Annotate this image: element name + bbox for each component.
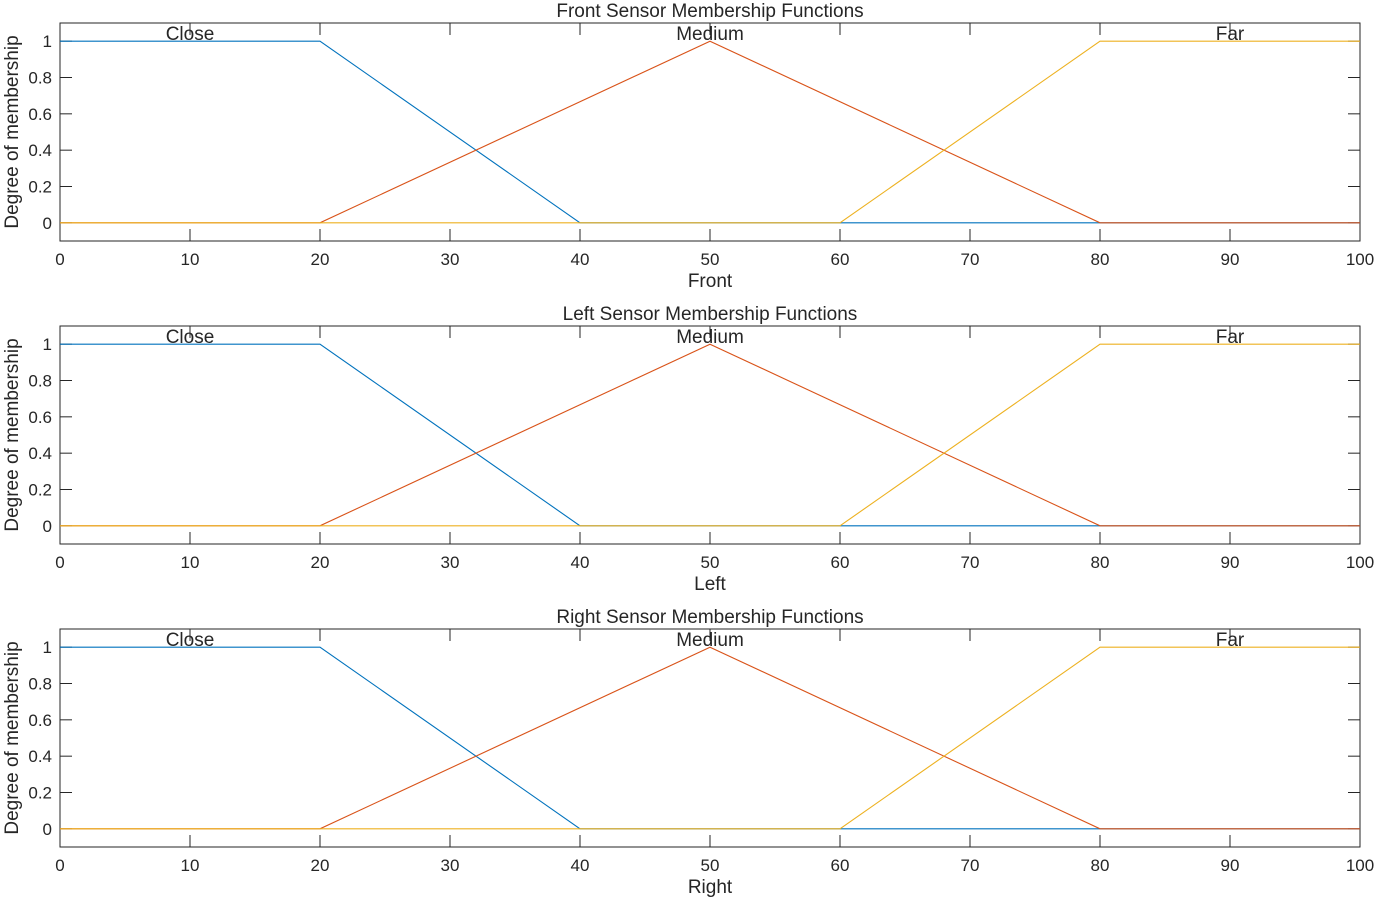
series-medium-line [60,343,1360,527]
y-tick-label: 0.8 [28,69,52,88]
x-tick-label: 70 [961,856,980,875]
x-tick-label: 20 [311,553,330,572]
x-tick-label: 30 [441,856,460,875]
y-tick-label: 0.2 [28,784,52,803]
x-tick-label: 70 [961,250,980,269]
x-tick-label: 50 [701,856,720,875]
x-tick-label: 60 [831,856,850,875]
right-chart-title: Right Sensor Membership Functions [556,607,863,628]
x-tick-label: 100 [1346,856,1374,875]
y-tick-label: 0 [43,214,52,233]
mf-label-close: Close [166,24,215,45]
series-far-line [60,343,1360,527]
x-tick-label: 0 [55,856,64,875]
y-tick-label: 0.6 [28,408,52,427]
left-panel: 0 10 20 30 40 50 60 70 80 90 100 0 0.2 0.4 0.6 0.8 1 Clos… [2,304,1374,595]
y-tick-label: 1 [43,638,52,657]
left-x-axis-label: Left [694,574,726,595]
mf-label-medium: Medium [676,630,744,651]
left-y-axis-label: Degree of membership [2,338,23,531]
front-chart-title: Front Sensor Membership Functions [556,1,863,22]
x-tick-label: 80 [1091,553,1110,572]
series-close-line [60,343,1360,527]
mf-label-medium: Medium [676,24,744,45]
series-far-line [60,40,1360,224]
front-axes-box [59,22,1361,242]
x-tick-label: 30 [441,553,460,572]
y-tick-label: 0 [43,820,52,839]
front-panel: 0 10 20 30 40 50 60 70 80 90 100 0 0.2 0.4 0.6 0.8 1 Clos… [2,1,1374,292]
series-close-line [60,40,1360,224]
x-tick-label: 20 [311,856,330,875]
x-tick-label: 60 [831,553,850,572]
x-tick-label: 40 [571,250,590,269]
x-tick-label: 100 [1346,250,1374,269]
x-tick-label: 90 [1221,553,1240,572]
y-tick-label: 0.4 [28,444,52,463]
x-tick-label: 0 [55,250,64,269]
x-tick-label: 20 [311,250,330,269]
y-tick-label: 0.4 [28,141,52,160]
y-tick-label: 1 [43,32,52,51]
x-tick-label: 0 [55,553,64,572]
series-far-line [60,646,1360,830]
x-tick-label: 90 [1221,250,1240,269]
y-tick-label: 0.2 [28,178,52,197]
y-tick-label: 0.6 [28,105,52,124]
mf-label-close: Close [166,327,215,348]
mf-label-far: Far [1216,24,1245,45]
y-tick-label: 0.8 [28,675,52,694]
y-tick-label: 1 [43,335,52,354]
x-tick-label: 50 [701,250,720,269]
x-tick-label: 80 [1091,250,1110,269]
mf-label-medium: Medium [676,327,744,348]
mf-label-close: Close [166,630,215,651]
y-tick-label: 0.6 [28,711,52,730]
right-axes-box [59,628,1361,848]
x-tick-label: 40 [571,553,590,572]
x-tick-label: 100 [1346,553,1374,572]
front-y-axis-label: Degree of membership [2,35,23,228]
x-tick-label: 50 [701,553,720,572]
right-x-axis-label: Right [688,877,733,898]
series-medium-line [60,646,1360,830]
left-axes-box [59,325,1361,545]
x-tick-label: 90 [1221,856,1240,875]
mf-label-far: Far [1216,327,1245,348]
front-x-axis-label: Front [688,271,733,292]
left-chart-title: Left Sensor Membership Functions [563,304,858,325]
x-tick-label: 80 [1091,856,1110,875]
y-tick-label: 0.8 [28,372,52,391]
x-tick-label: 10 [181,250,200,269]
right-panel: 0 10 20 30 40 50 60 70 80 90 100 0 0.2 0.4 0.6 0.8 1 Clos… [2,607,1374,898]
mf-label-far: Far [1216,630,1245,651]
x-tick-label: 70 [961,553,980,572]
y-tick-label: 0.4 [28,747,52,766]
y-tick-label: 0.2 [28,481,52,500]
x-tick-label: 10 [181,856,200,875]
y-tick-label: 0 [43,517,52,536]
x-tick-label: 40 [571,856,590,875]
series-medium-line [60,40,1360,224]
x-tick-label: 60 [831,250,850,269]
right-y-axis-label: Degree of membership [2,641,23,834]
x-tick-label: 30 [441,250,460,269]
x-tick-label: 10 [181,553,200,572]
series-close-line [60,646,1360,830]
